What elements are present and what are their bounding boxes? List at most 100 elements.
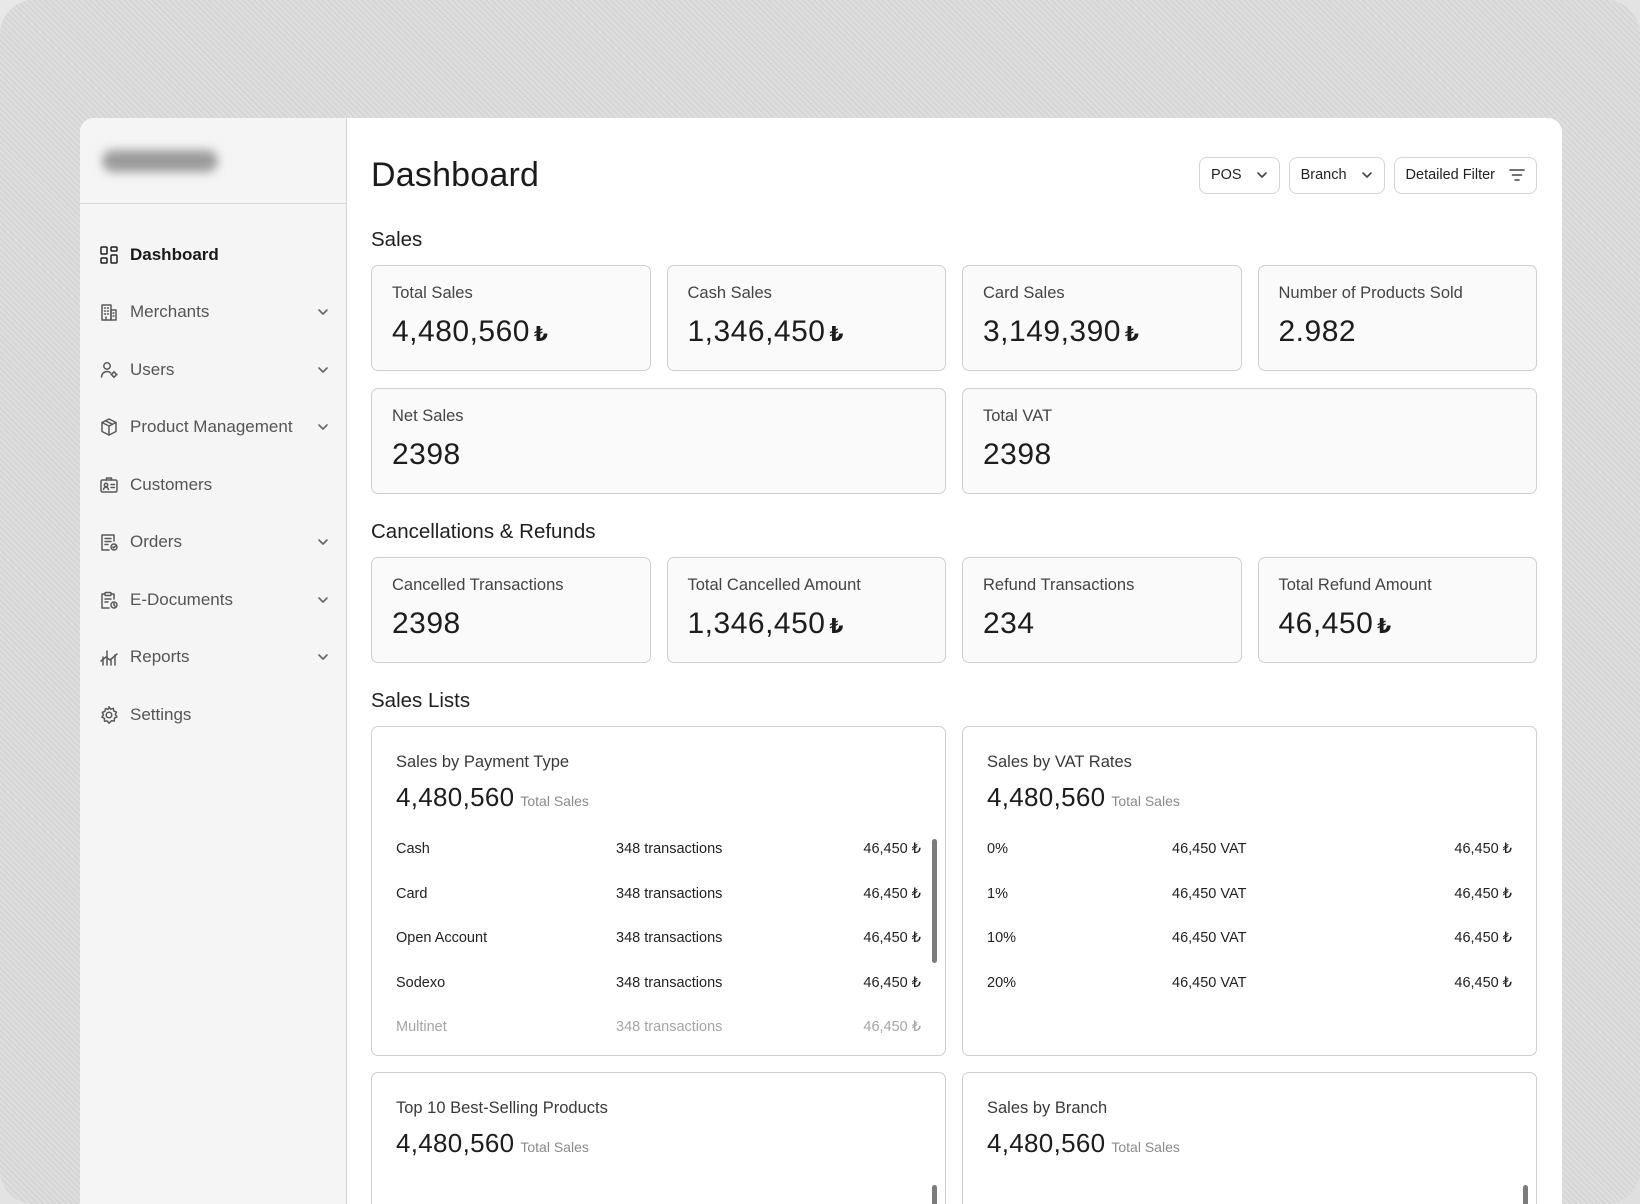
users-icon: [98, 359, 120, 381]
vat-rate: 1%: [987, 885, 1008, 902]
total-label: Total Sales: [1111, 1139, 1180, 1155]
stat-value: 4,480,560 ₺: [392, 315, 630, 349]
cancellations-section: Cancellations & Refunds Cancelled Transa…: [371, 520, 1537, 663]
total-label: Total Sales: [520, 793, 589, 809]
payment-type-name: Sodexo: [396, 974, 446, 991]
stat-value: 1,346,450 ₺: [688, 607, 926, 641]
transaction-count: 348 transactions: [616, 885, 723, 902]
stat-number: 4,480,560: [392, 315, 530, 348]
sidebar-item-dashboard[interactable]: Dashboard: [80, 226, 346, 284]
chevron-down-icon[interactable]: [316, 420, 330, 434]
vat-rates-list: 0% 46,450 VAT 46,450 ₺ 1% 46,450 VAT 46,…: [987, 841, 1512, 1019]
sidebar-item-users[interactable]: Users: [80, 341, 346, 399]
page-title: Dashboard: [371, 155, 540, 194]
logo-area: [80, 118, 346, 204]
detailed-filter-label: Detailed Filter: [1405, 167, 1495, 183]
filter-bar: POS Branch Detailed Filter: [1198, 156, 1537, 194]
payment-type-card: Sales by Payment Type 4,480,560 Total Sa…: [371, 726, 946, 1056]
stat-value: 1,346,450 ₺: [688, 315, 926, 349]
stat-number: 234: [983, 607, 1035, 640]
sidebar-item-settings[interactable]: Settings: [80, 686, 346, 744]
stat-number: 1,346,450: [687, 607, 826, 640]
sidebar-item-customers[interactable]: Customers: [80, 456, 346, 514]
stat-number: 2398: [392, 607, 461, 640]
stat-value: 2.982: [1279, 315, 1517, 349]
section-title-sales: Sales: [371, 228, 423, 251]
sidebar-item-label: Users: [130, 359, 175, 379]
total-label: Total Sales: [1111, 793, 1180, 809]
header: Dashboard POS Branch Detailed Filter: [371, 118, 1537, 228]
sidebar-item-label: Reports: [130, 647, 190, 667]
sidebar-item-label: E-Documents: [130, 589, 233, 609]
chevron-down-icon[interactable]: [316, 535, 330, 549]
sidebar-item-e-documents[interactable]: E-Documents: [80, 571, 346, 629]
transaction-count: 348 transactions: [616, 930, 723, 947]
stat-value: 234: [983, 607, 1221, 641]
list-item[interactable]: 0% 46,450 VAT 46,450 ₺: [987, 841, 1512, 886]
section-title-sales-lists: Sales Lists: [371, 689, 471, 712]
list-item[interactable]: Open Account 348 transactions 46,450 ₺: [396, 930, 921, 975]
stat-label: Refund Transactions: [983, 576, 1135, 594]
reports-icon: [98, 646, 120, 668]
stat-card-cancelled-transactions: Cancelled Transactions 2398: [371, 557, 651, 663]
amount: 46,450 ₺: [863, 841, 921, 857]
sidebar: Dashboard Merchants Users: [80, 118, 347, 1204]
amount: 46,450 ₺: [1454, 974, 1512, 991]
branch-filter-dropdown[interactable]: Branch: [1288, 156, 1385, 194]
sidebar-item-orders[interactable]: Orders: [80, 514, 346, 572]
stat-label: Total Refund Amount: [1278, 576, 1432, 594]
total-value: 4,480,560: [987, 782, 1106, 812]
chevron-down-icon[interactable]: [316, 650, 330, 664]
list-item[interactable]: Card 348 transactions 46,450 ₺: [396, 886, 921, 931]
pos-filter-label: POS: [1210, 167, 1242, 183]
payment-type-name: Card: [396, 885, 428, 902]
stat-number: 2.982: [1278, 315, 1357, 348]
amount: 46,450 ₺: [1454, 885, 1512, 902]
scrollbar[interactable]: [932, 839, 937, 963]
stat-label: Net Sales: [392, 407, 464, 425]
card-title: Sales by Payment Type: [396, 753, 570, 771]
list-item[interactable]: 10% 46,450 VAT 46,450 ₺: [987, 930, 1512, 975]
vat-amount: 46,450 VAT: [1172, 974, 1247, 991]
card-title: Top 10 Best-Selling Products: [396, 1099, 608, 1117]
card-total: 4,480,560 Total Sales: [987, 782, 1512, 813]
list-item[interactable]: 1% 46,450 VAT 46,450 ₺: [987, 886, 1512, 931]
pos-filter-dropdown[interactable]: POS: [1198, 156, 1280, 194]
dashboard-icon: [98, 244, 120, 266]
detailed-filter-button[interactable]: Detailed Filter: [1393, 156, 1537, 194]
payment-type-name: Open Account: [396, 930, 488, 947]
scrollbar[interactable]: [1523, 1185, 1528, 1204]
vat-rate: 10%: [987, 930, 1017, 947]
total-value: 4,480,560: [987, 1128, 1106, 1158]
filter-icon: [1509, 169, 1525, 181]
payment-type-list: Cash 348 transactions 46,450 ₺ Card 348 …: [396, 841, 921, 1055]
card-total: 4,480,560 Total Sales: [987, 1128, 1512, 1159]
sales-section: Sales Total Sales 4,480,560 ₺ Cash Sales …: [371, 228, 1537, 494]
customers-icon: [98, 474, 120, 496]
list-item[interactable]: 20% 46,450 VAT 46,450 ₺: [987, 975, 1512, 1020]
transaction-count: 348 transactions: [616, 974, 723, 991]
amount: 46,450 ₺: [863, 885, 921, 902]
scrollbar[interactable]: [932, 1185, 937, 1204]
sidebar-item-merchants[interactable]: Merchants: [80, 284, 346, 342]
branch-filter-label: Branch: [1300, 167, 1347, 183]
chevron-down-icon[interactable]: [316, 593, 330, 607]
stat-label: Total VAT: [983, 407, 1053, 425]
logo[interactable]: [102, 149, 218, 172]
sidebar-item-label: Merchants: [130, 302, 210, 322]
vat-rates-card: Sales by VAT Rates 4,480,560 Total Sales…: [962, 726, 1537, 1056]
chevron-down-icon[interactable]: [316, 305, 330, 319]
stat-card-total-sales: Total Sales 4,480,560 ₺: [371, 265, 651, 371]
list-item[interactable]: Multinet 348 transactions 46,450 ₺: [396, 1019, 921, 1055]
orders-icon: [98, 531, 120, 553]
sidebar-item-reports[interactable]: Reports: [80, 629, 346, 687]
top-products-card: Top 10 Best-Selling Products 4,480,560 T…: [371, 1072, 946, 1204]
sidebar-item-product-management[interactable]: Product Management: [80, 399, 346, 457]
chevron-down-icon[interactable]: [316, 363, 330, 377]
list-item[interactable]: Sodexo 348 transactions 46,450 ₺: [396, 975, 921, 1020]
total-label: Total Sales: [520, 1139, 589, 1155]
chevron-down-icon: [1361, 172, 1372, 178]
list-item[interactable]: Cash 348 transactions 46,450 ₺: [396, 841, 921, 886]
stat-card-card-sales: Card Sales 3,149,390 ₺: [962, 265, 1242, 371]
amount: 46,450 ₺: [863, 930, 921, 947]
